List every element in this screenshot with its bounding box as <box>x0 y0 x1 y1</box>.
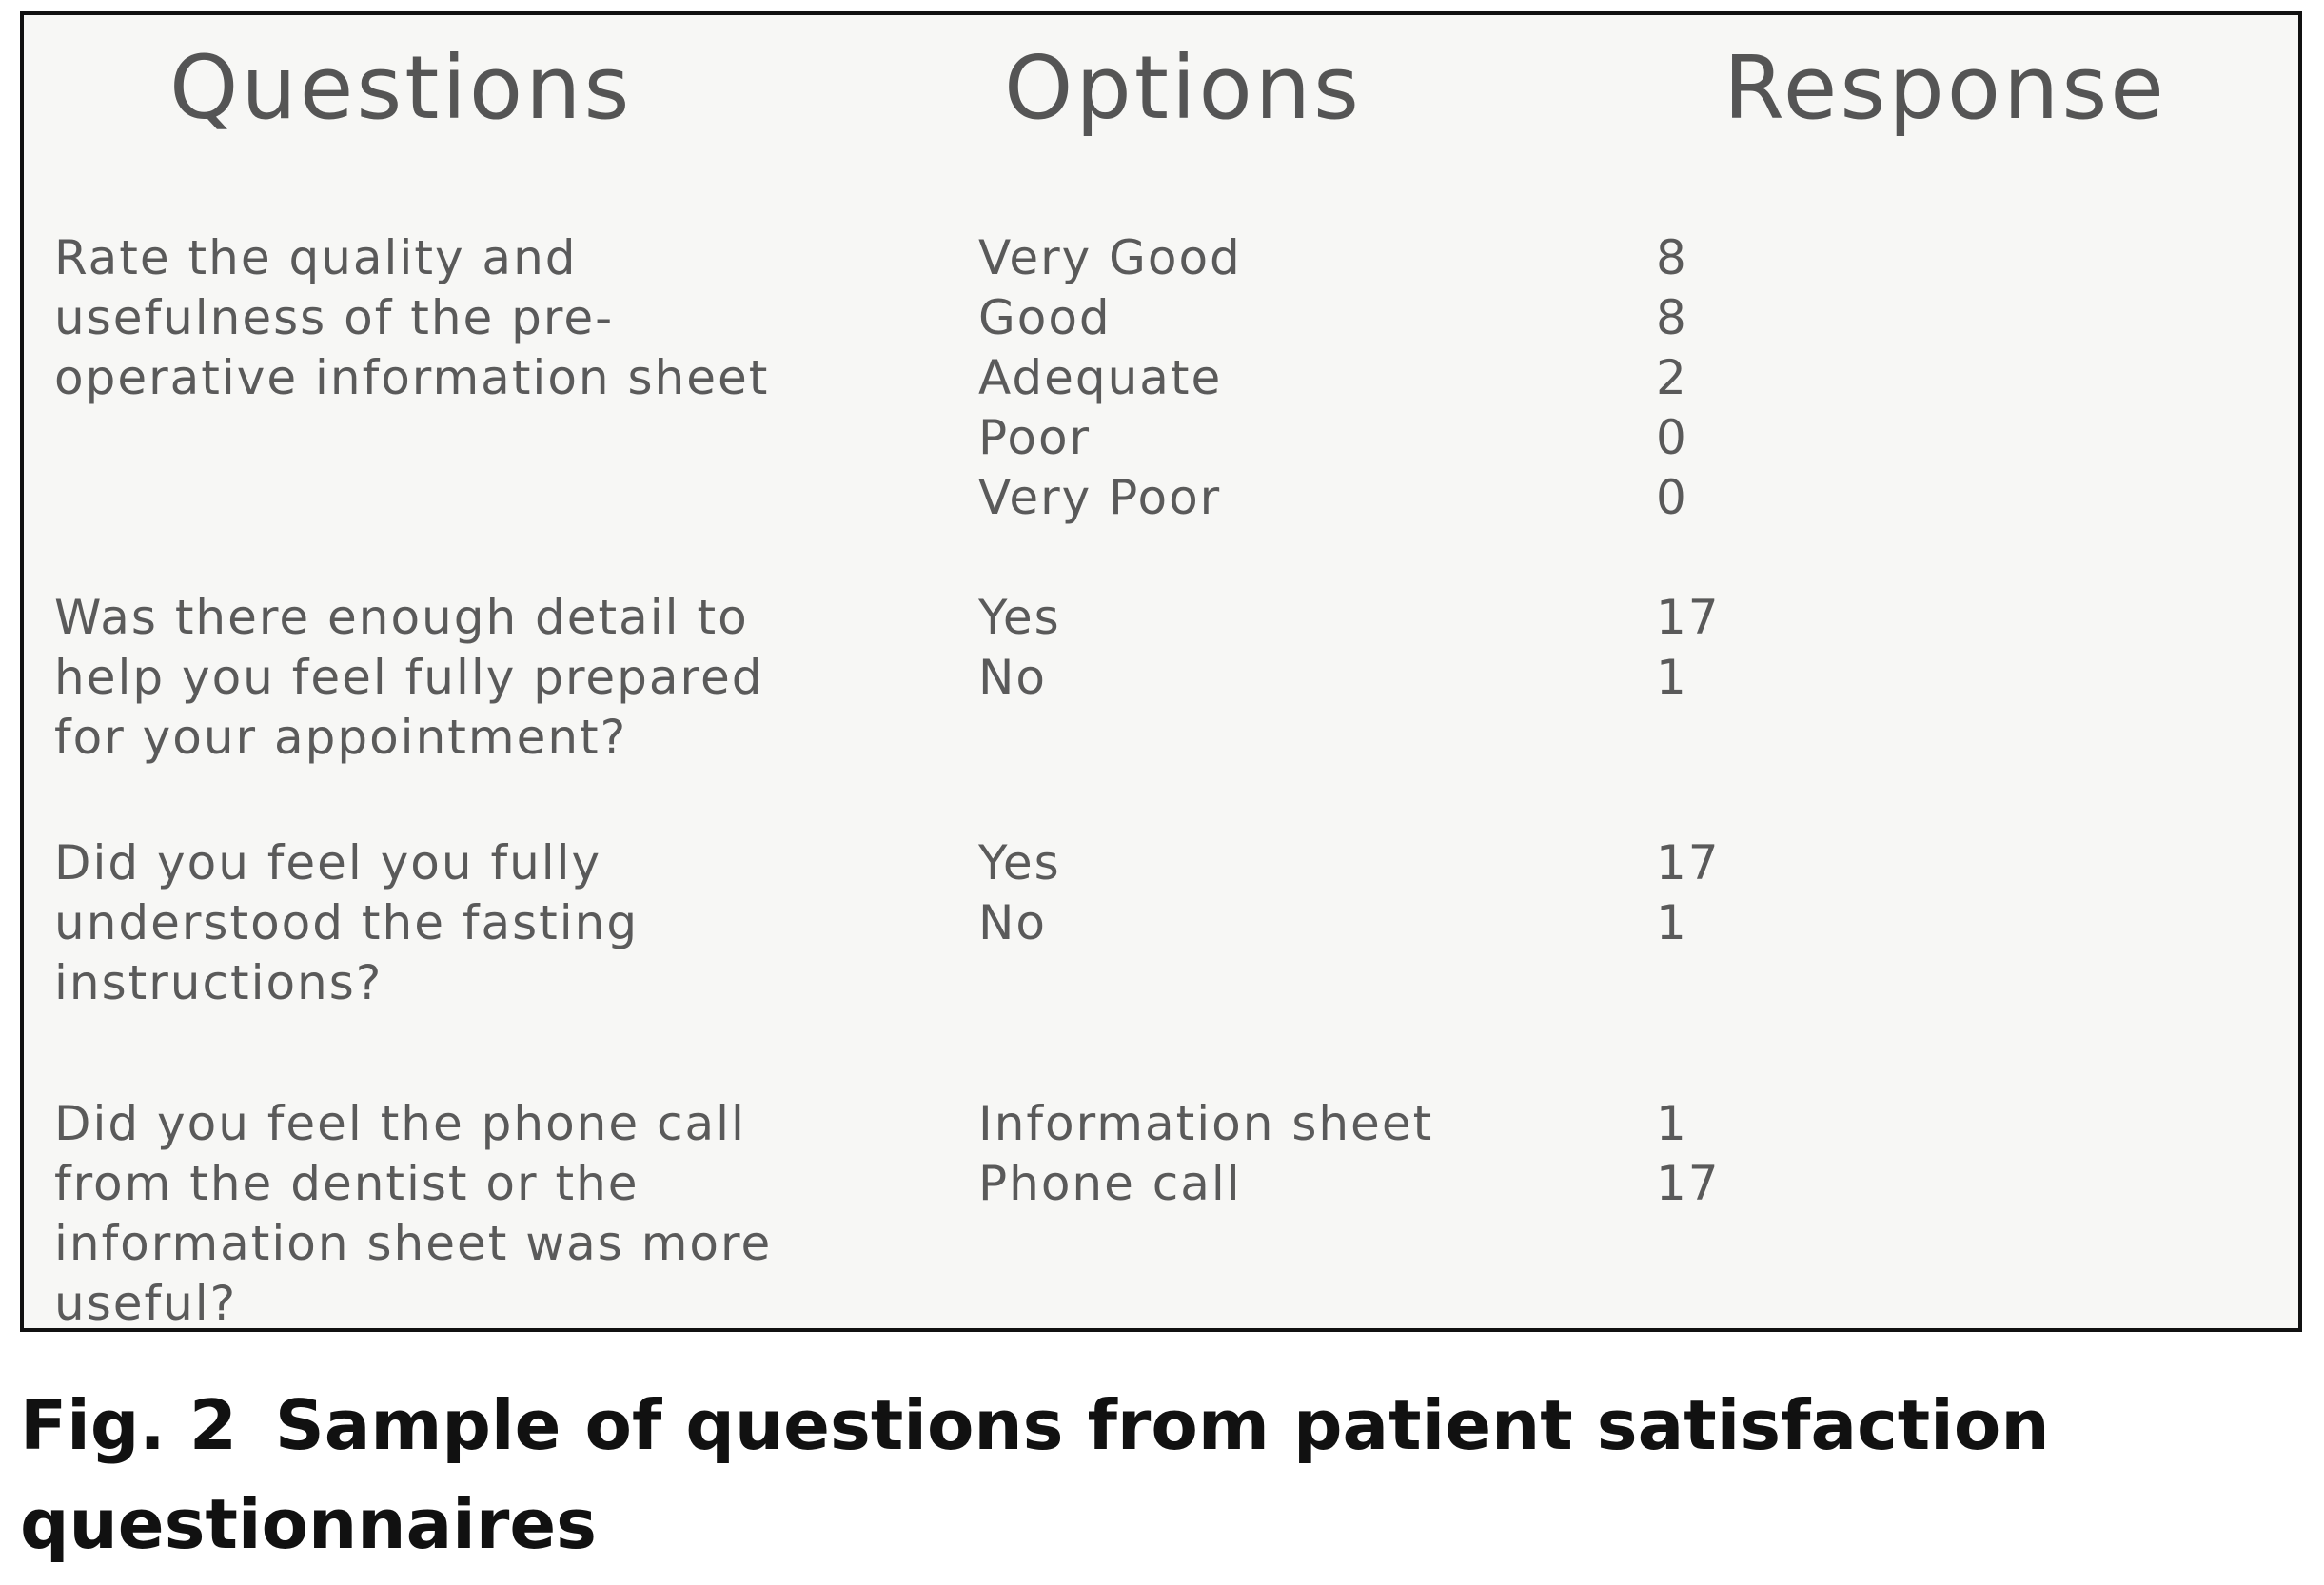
response-count: 17 <box>1656 1156 1721 1211</box>
options-column-header: Options <box>1004 37 1362 139</box>
question-text-line: Rate the quality and <box>54 230 578 285</box>
response-count: 1 <box>1656 650 1688 705</box>
options-cell: Yes No <box>978 588 1625 708</box>
response-count: 1 <box>1656 1096 1688 1151</box>
responses-cell: 8 8 2 0 0 <box>1656 228 1941 528</box>
question-cell: Rate the quality and usefulness of the p… <box>54 228 944 408</box>
options-cell: Very Good Good Adequate Poor Very Poor <box>978 228 1625 528</box>
option-label: Adequate <box>978 350 1223 405</box>
response-count: 2 <box>1656 350 1688 405</box>
question-cell: Did you feel you fully understood the fa… <box>54 833 944 1013</box>
question-text-line: information sheet was more <box>54 1216 773 1271</box>
option-label: Information sheet <box>978 1096 1434 1151</box>
options-cell: Information sheet Phone call <box>978 1094 1625 1214</box>
response-count: 17 <box>1656 835 1721 890</box>
option-label: Phone call <box>978 1156 1242 1211</box>
response-count: 0 <box>1656 410 1688 465</box>
response-count: 17 <box>1656 590 1721 645</box>
option-label: Very Good <box>978 230 1242 285</box>
option-label: Yes <box>978 835 1061 890</box>
question-text-line: Did you feel the phone call <box>54 1096 746 1151</box>
option-label: Poor <box>978 410 1092 465</box>
figure-caption: Fig. 2 Sample of questions from patient s… <box>20 1376 2285 1574</box>
response-count: 1 <box>1656 895 1688 950</box>
responses-cell: 1 17 <box>1656 1094 1941 1214</box>
question-text-line: operative information sheet <box>54 350 770 405</box>
question-text-line: Was there enough detail to <box>54 590 749 645</box>
option-label: No <box>978 650 1047 705</box>
questions-column-header: Questions <box>169 37 633 139</box>
figure-caption-text: Sample of questions from patient satisfa… <box>20 1385 2050 1564</box>
question-text-line: instructions? <box>54 955 384 1010</box>
question-text-line: for your appointment? <box>54 710 628 765</box>
options-cell: Yes No <box>978 833 1625 953</box>
response-count: 0 <box>1656 470 1688 525</box>
option-label: Yes <box>978 590 1061 645</box>
question-text-line: from the dentist or the <box>54 1156 640 1211</box>
question-text-line: understood the fasting <box>54 895 640 950</box>
response-count: 8 <box>1656 230 1688 285</box>
option-label: Very Poor <box>978 470 1222 525</box>
question-text-line: help you feel fully prepared <box>54 650 764 705</box>
question-text-line: usefulness of the pre- <box>54 290 615 345</box>
figure-label: Fig. 2 <box>20 1385 237 1465</box>
question-cell: Did you feel the phone call from the den… <box>54 1094 944 1334</box>
question-cell: Was there enough detail to help you feel… <box>54 588 944 768</box>
option-label: Good <box>978 290 1112 345</box>
questionnaire-table: Questions Options Response Rate the qual… <box>20 11 2302 1332</box>
responses-cell: 17 1 <box>1656 588 1941 708</box>
response-column-header: Response <box>1723 37 2167 139</box>
response-count: 8 <box>1656 290 1688 345</box>
option-label: No <box>978 895 1047 950</box>
question-text-line: Did you feel you fully <box>54 835 602 890</box>
responses-cell: 17 1 <box>1656 833 1941 953</box>
question-text-line: useful? <box>54 1276 238 1331</box>
